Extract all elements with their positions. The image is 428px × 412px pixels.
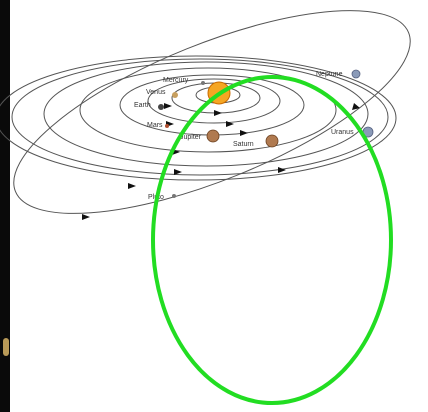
left-dark-strip — [0, 0, 10, 412]
planet-mercury — [201, 81, 205, 85]
orbit-arrow — [174, 169, 182, 175]
orbit-saturn — [43, 61, 369, 167]
orbits — [0, 10, 411, 214]
orbit-arrow — [278, 167, 286, 173]
orbit-uranus — [11, 58, 389, 176]
label-mercury: Mercury — [163, 77, 189, 84]
planet-earth — [158, 104, 164, 110]
planet-venus — [172, 92, 178, 98]
label-venus: Venus — [146, 89, 166, 96]
label-earth: Earth — [134, 102, 151, 109]
label-neptune: Neptune — [316, 71, 343, 78]
orbit-arrow — [82, 214, 90, 220]
orbit-arrow — [128, 183, 136, 189]
orbit-pluto — [13, 10, 411, 214]
planet-saturn — [265, 134, 279, 148]
orbit-arrow — [226, 121, 234, 127]
label-mars: Mars — [147, 122, 163, 129]
orbit-earth — [147, 78, 281, 124]
orbit-arrow — [164, 103, 172, 109]
orbit-arrow — [214, 110, 222, 116]
label-saturn: Saturn — [233, 141, 254, 148]
planet-pluto — [172, 194, 176, 198]
orbit-arrow — [240, 130, 248, 136]
planet-jupiter — [206, 129, 220, 143]
planet-neptune — [351, 69, 361, 79]
planet-mars — [165, 124, 169, 128]
left-edge-mark — [3, 338, 9, 356]
orbit-jupiter — [79, 67, 337, 153]
highlight-ellipse — [151, 75, 393, 405]
orbit-arrow — [352, 103, 360, 110]
label-uranus: Uranus — [331, 129, 354, 136]
orbit-arrows — [82, 103, 360, 220]
orbit-neptune — [0, 55, 397, 181]
label-jupiter: Jupiter — [180, 134, 202, 141]
